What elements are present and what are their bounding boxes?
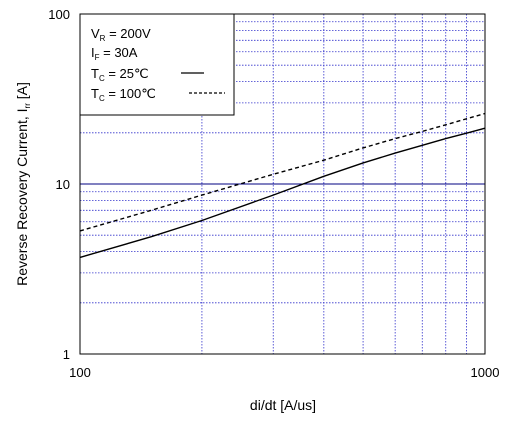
legend-box	[79, 13, 235, 116]
x-axis-title: di/dt [A/us]	[250, 397, 316, 413]
y-axis-title: Reverse Recovery Current, Irr [A]	[14, 82, 32, 286]
x-tick-label-100: 100	[69, 365, 91, 380]
y-tick-label-100: 100	[48, 7, 70, 22]
series-line-100c	[79, 112, 486, 232]
x-tick-label-1000: 1000	[471, 365, 500, 380]
legend-line-if: IF = 30A	[91, 45, 138, 62]
y-tick-label-1: 1	[63, 347, 70, 362]
legend: VR = 200V IF = 30A TC = 25℃ TC = 100℃	[79, 13, 235, 116]
legend-line-vr: VR = 200V	[91, 26, 151, 43]
legend-line-tc100: TC = 100℃	[91, 86, 156, 103]
plot-frame	[79, 13, 486, 355]
series-layer	[79, 112, 486, 259]
series-line-25c	[79, 127, 486, 259]
y-tick-label-10: 10	[56, 177, 70, 192]
legend-line-tc25: TC = 25℃	[91, 66, 149, 83]
